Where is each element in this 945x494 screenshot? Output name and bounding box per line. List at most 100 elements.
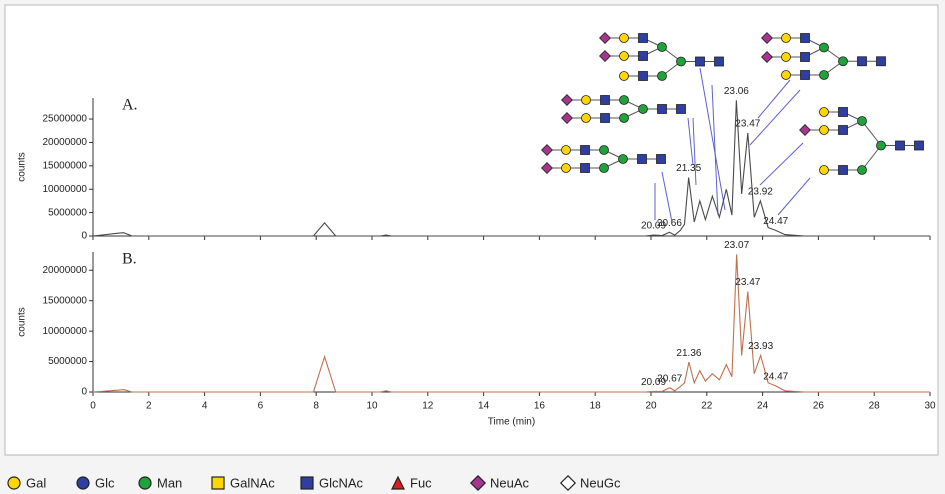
symbol-circle (676, 56, 686, 67)
panel-label: A. (122, 97, 138, 114)
glycan-arrow (661, 171, 673, 223)
symbol-circle (619, 51, 629, 61)
symbol-square (300, 476, 314, 490)
glycan-arrow (687, 117, 694, 166)
peak-label: 23.93 (748, 341, 773, 352)
symbol-square (638, 33, 648, 43)
symbol-square (656, 154, 666, 164)
peak-label: 23.06 (724, 86, 749, 97)
symbol-square (895, 140, 905, 151)
x-tick-label: 2 (146, 401, 152, 412)
glycan-bond (861, 145, 882, 171)
y-axis-label: counts (17, 152, 28, 181)
symbol-square (638, 51, 648, 61)
symbol-circle (838, 56, 848, 67)
symbol-circle (618, 154, 628, 164)
peak-label: 23.47 (735, 119, 760, 130)
x-tick-label: 14 (478, 401, 490, 412)
symbol-diamond (469, 474, 487, 492)
legend-label: GalNAc (230, 475, 275, 490)
symbol-circle (619, 33, 629, 43)
symbol-square (714, 56, 724, 67)
symbol-square (211, 476, 225, 490)
symbol-triangle (391, 475, 405, 490)
symbol-legend: Gal Glc Man GalNAc GlcNAc Fuc NeuAc NeuGc (7, 474, 621, 492)
symbol-diamond (761, 32, 773, 44)
peak-label: 20.09 (641, 377, 666, 388)
x-tick-label: 22 (701, 401, 713, 412)
symbol-square (838, 107, 848, 117)
glycan-arrow (699, 67, 726, 211)
y-tick-label: 0 (81, 231, 87, 242)
symbol-circle (819, 107, 829, 117)
symbol-circle (619, 113, 629, 123)
symbol-circle (819, 125, 829, 135)
symbol-square (838, 165, 848, 175)
symbol-circle (819, 42, 829, 53)
y-tick-label: 5000000 (48, 356, 87, 367)
x-tick-label: 12 (422, 401, 434, 412)
symbol-square (876, 56, 886, 67)
peak-label: 23.92 (748, 187, 773, 198)
x-tick-label: 6 (258, 401, 264, 412)
symbol-circle (581, 113, 591, 123)
figure-frame (4, 4, 939, 456)
peak-label: 20.66 (657, 218, 682, 229)
glycan-arrow (777, 177, 811, 216)
symbol-square (800, 52, 810, 62)
symbol-circle (781, 33, 791, 43)
symbol-diamond (599, 32, 611, 44)
glycan-arrow (749, 89, 801, 146)
symbol-circle (561, 163, 571, 173)
symbol-circle (781, 70, 791, 80)
symbol-square (800, 70, 810, 80)
x-axis-label: Time (min) (488, 417, 535, 428)
symbol-circle (638, 104, 648, 114)
symbol-circle (619, 71, 629, 81)
plots: 0500000010000000150000002000000025000000… (17, 86, 936, 428)
legend-label: NeuGc (580, 475, 621, 490)
symbol-circle (599, 145, 609, 155)
symbol-diamond (799, 124, 811, 136)
symbol-circle (138, 476, 152, 490)
symbol-diamond (559, 474, 577, 492)
legend-label: Gal (26, 475, 46, 490)
symbol-diamond (541, 144, 553, 156)
x-tick-label: 20 (645, 401, 657, 412)
legend-label: Man (157, 475, 182, 490)
y-tick-label: 20000000 (43, 137, 88, 148)
symbol-circle (619, 95, 629, 105)
symbol-circle (561, 145, 571, 155)
y-tick-label: 15000000 (43, 160, 88, 171)
symbol-square (580, 163, 590, 173)
symbol-circle (857, 116, 867, 126)
peak-label: 20.09 (641, 221, 666, 232)
symbol-square (580, 145, 590, 155)
peak-label: 23.47 (735, 277, 760, 288)
symbol-diamond (561, 94, 573, 106)
symbol-circle (857, 165, 867, 175)
peak-label: 21.36 (676, 348, 701, 359)
symbol-square (600, 113, 610, 123)
symbol-circle (657, 42, 667, 52)
x-tick-label: 24 (757, 401, 769, 412)
x-tick-label: 10 (366, 401, 378, 412)
symbol-square (695, 56, 705, 67)
peak-label: 24.47 (763, 372, 788, 383)
x-tick-label: 4 (202, 401, 208, 412)
peak-label: 23.07 (724, 240, 749, 251)
glycan-arrow (692, 117, 697, 186)
legend-label: GlcNAc (319, 475, 364, 490)
x-tick-label: 0 (90, 401, 96, 412)
y-tick-label: 25000000 (43, 114, 88, 125)
trace (92, 254, 930, 393)
glycan-bond (861, 120, 882, 146)
panel-label: B. (122, 251, 137, 268)
y-tick-label: 20000000 (43, 265, 88, 276)
glycan-structures (541, 32, 924, 223)
symbol-square (637, 154, 647, 164)
legend-label: NeuAc (490, 475, 530, 490)
glycan-arrow (759, 142, 804, 186)
symbol-diamond (561, 112, 573, 124)
symbol-circle (819, 165, 829, 175)
